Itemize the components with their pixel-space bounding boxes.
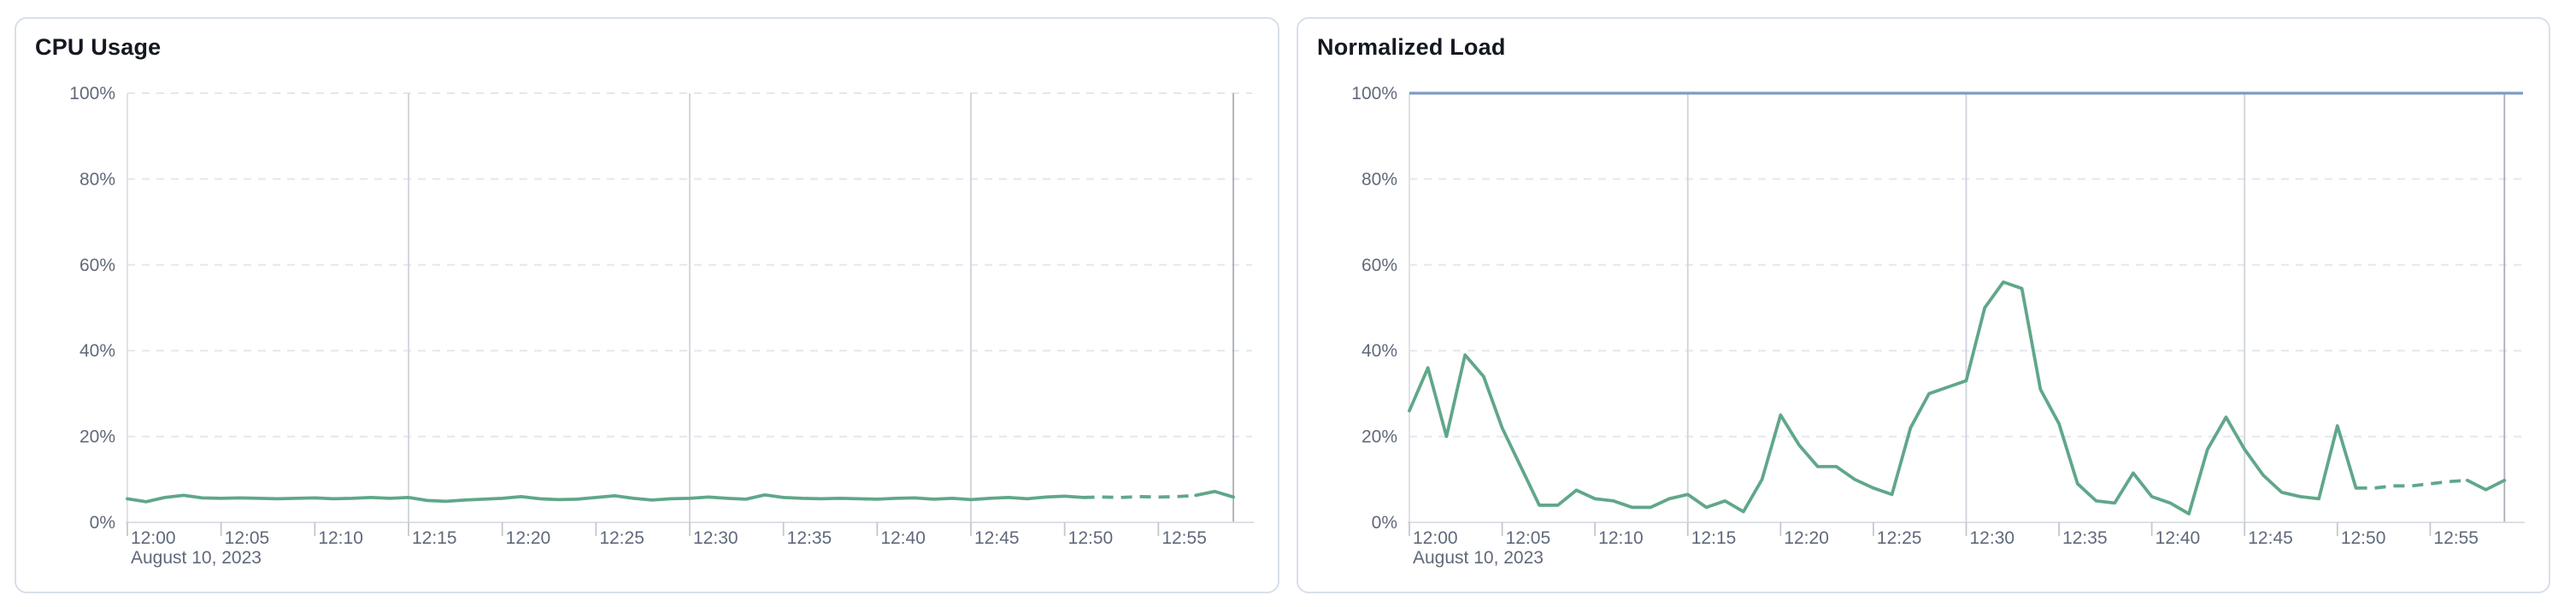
- x-axis-label: 12:10: [318, 528, 363, 548]
- x-axis-label: 12:55: [1162, 528, 1207, 548]
- y-axis-label: 80%: [1362, 169, 1397, 189]
- x-axis-label: 12:20: [506, 528, 551, 548]
- x-axis-label: 12:30: [693, 528, 738, 548]
- normalized-load-line: [1408, 280, 2358, 516]
- x-axis-label: 12:35: [2062, 528, 2108, 548]
- y-axis-label: 0%: [90, 513, 115, 533]
- chart-title: CPU Usage: [35, 34, 162, 60]
- x-axis-label: 12:40: [2155, 528, 2201, 548]
- normalized-load-chart: 12:00 12:05 12:10 12:15 12:20 12:25 12:30 12:35…: [1351, 84, 2525, 568]
- y-axis-label: 80%: [79, 169, 115, 189]
- y-axis-label: 40%: [1362, 341, 1397, 361]
- y-axis-label: 100%: [69, 84, 115, 103]
- x-axis-label: 12:00: [1413, 528, 1458, 548]
- x-axis-label: 12:25: [1877, 528, 1922, 548]
- x-axis-label: 12:05: [225, 528, 270, 548]
- x-axis-label: 12:25: [599, 528, 644, 548]
- chart-title: Normalized Load: [1317, 34, 1506, 60]
- x-axis-label: 12:40: [880, 528, 926, 548]
- y-axis-label: 40%: [79, 341, 115, 361]
- x-axis-label: 12:00: [131, 528, 176, 548]
- x-axis-label: 12:45: [2248, 528, 2293, 548]
- x-axis-label: 12:30: [1970, 528, 2015, 548]
- x-axis-label: 12:50: [2341, 528, 2386, 548]
- cpu-usage-line: [126, 492, 1085, 504]
- y-axis-label: 60%: [79, 256, 115, 275]
- y-axis-label: 100%: [1351, 84, 1397, 103]
- x-axis-label: 12:10: [1598, 528, 1644, 548]
- x-axis-label: 12:05: [1506, 528, 1551, 548]
- cpu-usage-panel: 12:00 12:05 12:10 12:15 12:20 12:25 12:30 12:35…: [15, 17, 1279, 593]
- x-axis-label: 12:35: [787, 528, 832, 548]
- x-axis-date-label: August 10, 2023: [1413, 548, 1544, 568]
- y-axis-label: 20%: [1362, 427, 1397, 447]
- x-axis-date-label: August 10, 2023: [131, 548, 262, 568]
- cpu-usage-chart: 12:00 12:05 12:10 12:15 12:20 12:25 12:30 12:35…: [69, 84, 1254, 568]
- x-axis-label: 12:45: [974, 528, 1020, 548]
- normalized-load-panel: 12:00 12:05 12:10 12:15 12:20 12:25 12:30 12:35…: [1297, 17, 2550, 593]
- x-axis-label: 12:55: [2433, 528, 2479, 548]
- chart-plot-area[interactable]: [127, 93, 1252, 522]
- normalized-load-line: [2465, 478, 2507, 492]
- x-axis-label: 12:15: [412, 528, 457, 548]
- chart-plot-area[interactable]: [1409, 93, 2523, 522]
- y-axis-label: 60%: [1362, 256, 1397, 275]
- y-axis-label: 0%: [1372, 513, 1397, 533]
- y-axis-label: 20%: [79, 427, 115, 447]
- x-axis-label: 12:15: [1691, 528, 1737, 548]
- x-axis-label: 12:20: [1784, 528, 1829, 548]
- x-axis-label: 12:50: [1068, 528, 1114, 548]
- cpu-usage-line: [1194, 489, 1235, 499]
